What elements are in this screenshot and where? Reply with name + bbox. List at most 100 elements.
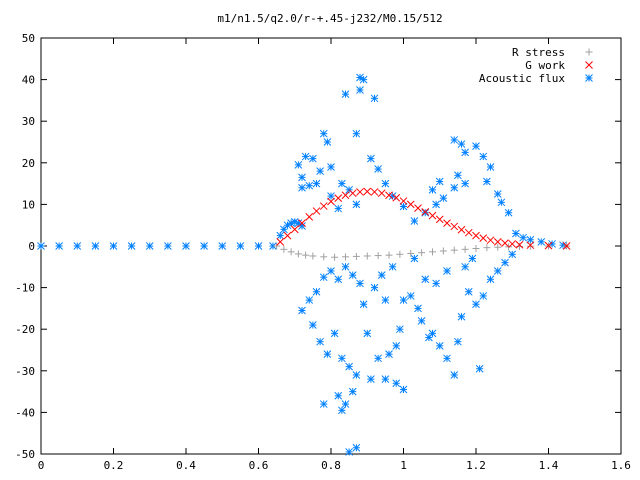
data-point bbox=[396, 325, 404, 334]
y-tick-label: 40 bbox=[22, 74, 35, 87]
data-point bbox=[352, 252, 360, 260]
data-point bbox=[334, 204, 343, 213]
data-point bbox=[338, 179, 346, 188]
data-point bbox=[392, 379, 401, 388]
data-point bbox=[319, 273, 328, 282]
data-point bbox=[298, 173, 306, 182]
data-point bbox=[493, 237, 502, 246]
data-point bbox=[374, 354, 382, 363]
data-point bbox=[352, 129, 361, 138]
data-point bbox=[334, 194, 343, 203]
data-point bbox=[439, 247, 447, 255]
data-point bbox=[418, 249, 426, 257]
data-point bbox=[305, 296, 314, 304]
data-point bbox=[342, 253, 349, 261]
data-point bbox=[276, 237, 285, 246]
data-point bbox=[425, 333, 433, 342]
data-point bbox=[316, 167, 324, 175]
data-point bbox=[562, 242, 571, 250]
data-point bbox=[479, 152, 488, 161]
data-point bbox=[356, 188, 364, 196]
data-point bbox=[407, 249, 415, 257]
data-point bbox=[497, 198, 506, 207]
data-point bbox=[544, 241, 553, 250]
data-point bbox=[472, 231, 480, 240]
data-point bbox=[218, 242, 227, 250]
y-tick-label: -50 bbox=[15, 448, 35, 461]
data-point bbox=[323, 138, 332, 146]
y-tick-label: 10 bbox=[22, 198, 35, 211]
data-point bbox=[327, 163, 335, 171]
data-point bbox=[435, 177, 444, 186]
data-point bbox=[483, 244, 491, 252]
data-point bbox=[457, 312, 466, 321]
data-point bbox=[450, 371, 459, 379]
data-point bbox=[341, 191, 350, 200]
data-point bbox=[356, 86, 364, 94]
data-point bbox=[356, 279, 364, 288]
plot-frame bbox=[40, 37, 622, 455]
data-point bbox=[301, 152, 310, 161]
data-point bbox=[454, 337, 462, 346]
data-point bbox=[305, 181, 314, 190]
y-tick-label: 20 bbox=[22, 157, 35, 170]
data-point bbox=[508, 250, 517, 259]
data-point bbox=[461, 262, 469, 271]
data-point bbox=[305, 213, 314, 221]
data-point bbox=[298, 306, 306, 315]
data-point bbox=[348, 189, 357, 198]
data-point bbox=[352, 200, 361, 209]
data-point bbox=[406, 292, 415, 300]
axis-tick-labels: 0 0.2 0.4 0.6 0.8 1 1.2 1.4 1.6 50 40 30 20 10 0 -10 -20… bbox=[15, 32, 631, 472]
data-point bbox=[356, 73, 364, 82]
data-point bbox=[330, 329, 339, 338]
data-point bbox=[298, 183, 306, 192]
x-tick-label: 1.2 bbox=[466, 459, 486, 472]
data-point bbox=[327, 267, 335, 275]
data-point bbox=[345, 448, 353, 456]
data-point bbox=[334, 391, 343, 400]
data-point bbox=[508, 240, 517, 248]
data-point bbox=[461, 148, 469, 157]
data-point bbox=[323, 350, 332, 359]
data-point bbox=[410, 217, 419, 225]
data-point bbox=[341, 262, 350, 271]
data-point bbox=[454, 171, 462, 180]
data-point bbox=[312, 179, 321, 188]
data-point bbox=[287, 248, 295, 256]
data-point bbox=[377, 189, 386, 198]
data-point bbox=[290, 225, 299, 234]
data-point bbox=[374, 252, 382, 260]
data-point bbox=[37, 242, 45, 250]
legend-marker bbox=[585, 74, 593, 82]
data-point bbox=[439, 194, 448, 203]
legend-label: R stress bbox=[512, 46, 565, 59]
data-point bbox=[399, 385, 408, 394]
data-point bbox=[493, 267, 502, 275]
data-point bbox=[145, 242, 154, 250]
data-point bbox=[348, 271, 357, 279]
data-point bbox=[363, 187, 372, 196]
data-point bbox=[428, 211, 437, 220]
series-0 bbox=[273, 242, 571, 261]
data-point bbox=[302, 251, 310, 259]
data-point bbox=[283, 231, 292, 240]
data-point bbox=[486, 275, 495, 284]
data-point bbox=[472, 300, 480, 309]
data-point bbox=[381, 375, 390, 383]
data-point bbox=[515, 240, 524, 249]
data-point bbox=[410, 254, 419, 263]
data-point bbox=[164, 242, 172, 250]
data-point bbox=[435, 341, 444, 350]
data-point bbox=[388, 262, 397, 271]
data-point bbox=[472, 142, 480, 151]
data-point bbox=[417, 317, 426, 325]
data-point bbox=[182, 242, 190, 250]
x-tick-label: 0 bbox=[38, 459, 45, 472]
data-point bbox=[468, 254, 477, 263]
data-point bbox=[348, 387, 357, 396]
data-point bbox=[327, 192, 335, 200]
data-point bbox=[457, 225, 466, 234]
y-tick-label: 30 bbox=[22, 115, 35, 128]
data-point bbox=[399, 202, 408, 211]
